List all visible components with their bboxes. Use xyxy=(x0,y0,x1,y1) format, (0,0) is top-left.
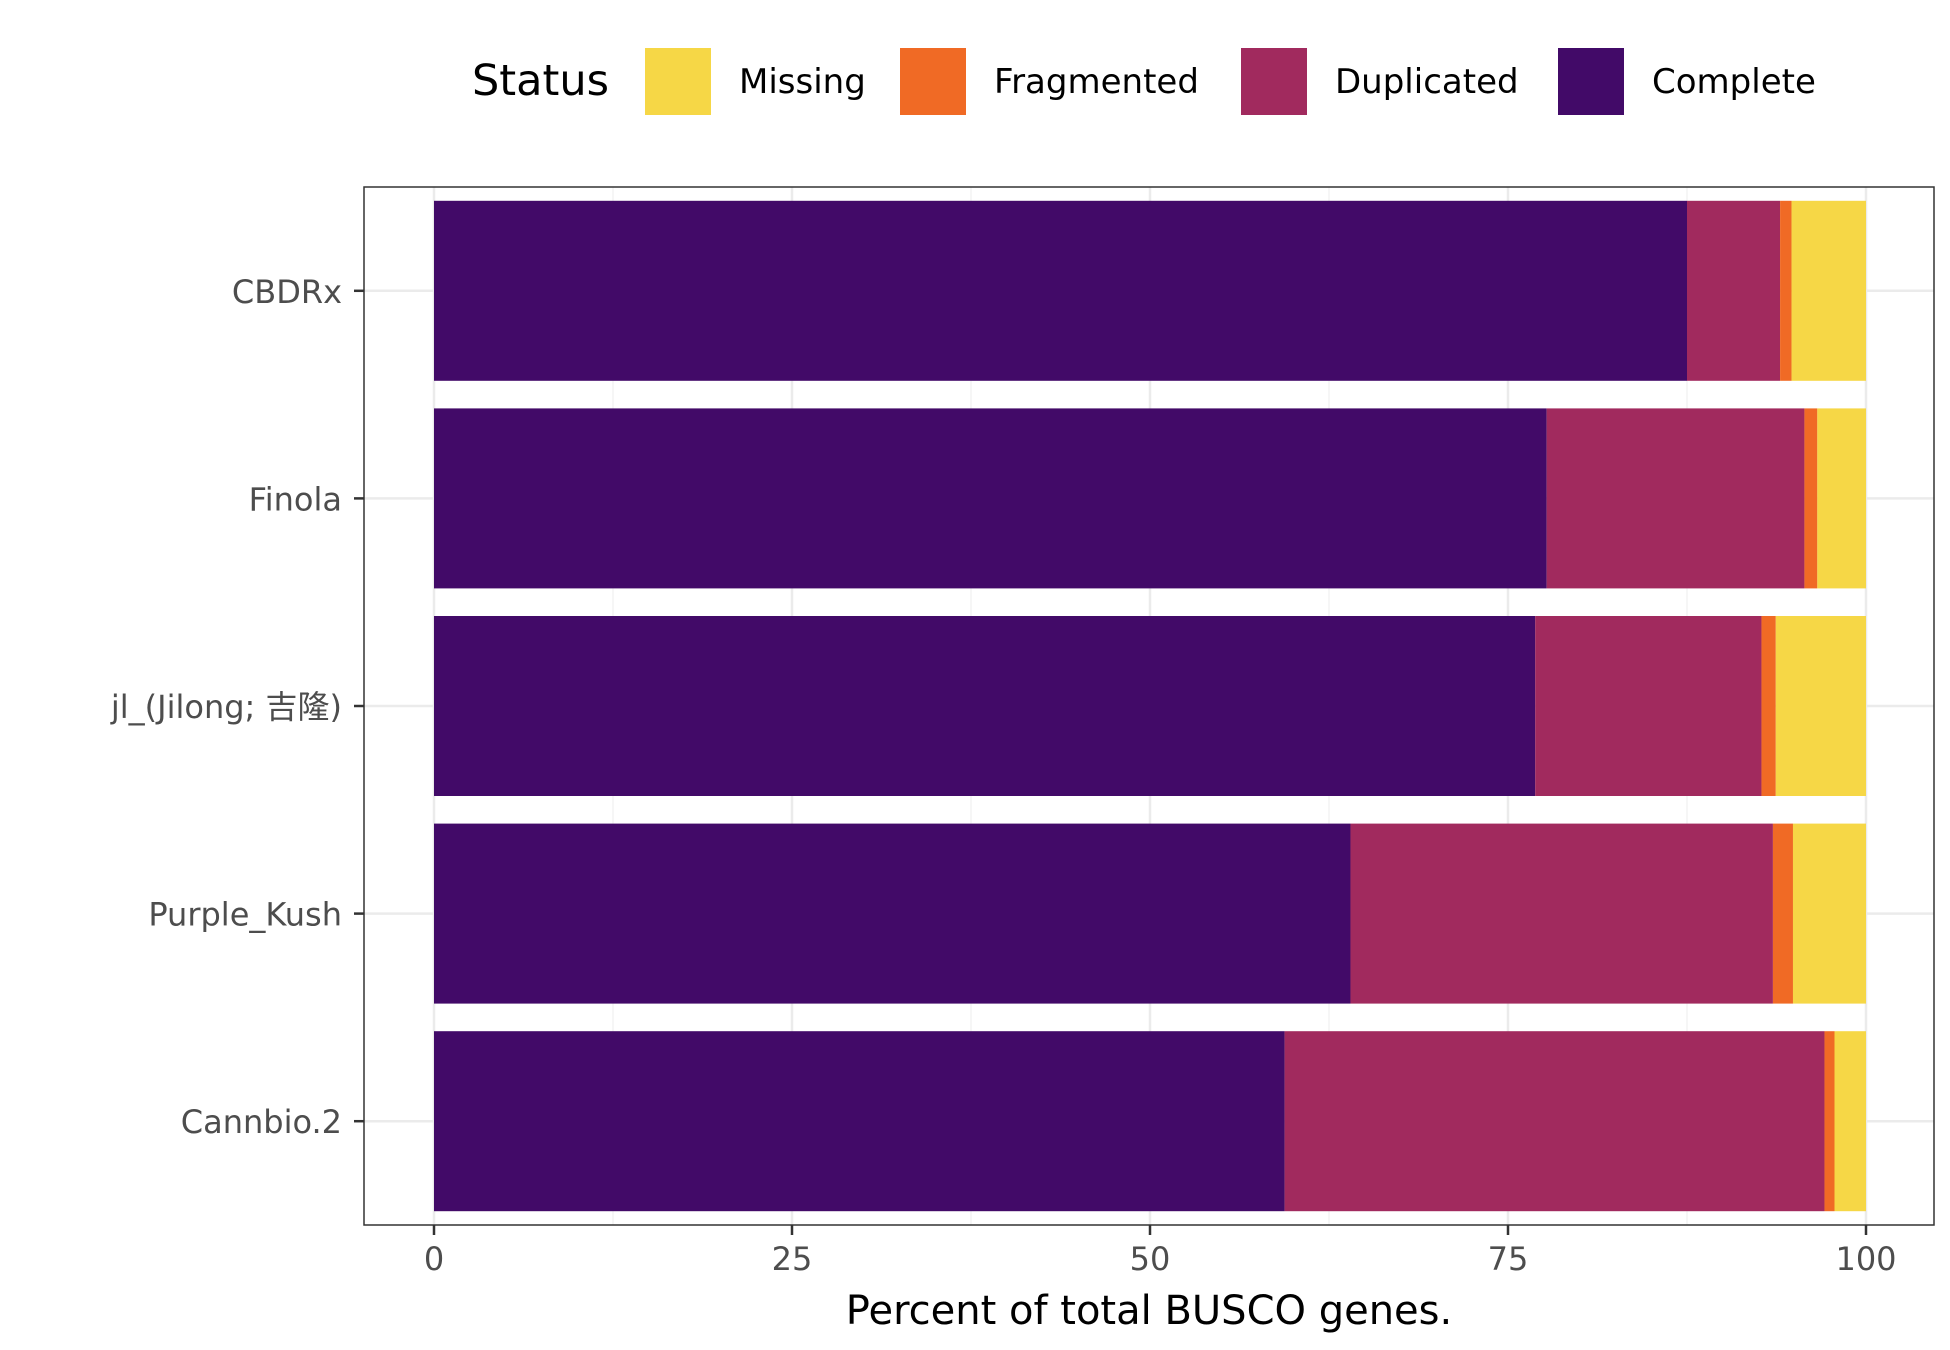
bar-segment-fragmented xyxy=(1761,616,1776,796)
bar-segment-fragmented xyxy=(1804,408,1818,589)
x-tick-label: 0 xyxy=(424,1240,444,1278)
y-axis: CBDRx Finola jl_(Jilong; 吉隆) Purple_Kush Can… xyxy=(110,273,364,1141)
bar-segment-fragmented xyxy=(1780,200,1792,381)
legend-label-duplicated: Duplicated xyxy=(1335,62,1519,102)
y-tick-label: Finola xyxy=(249,480,342,518)
bar-segment-missing xyxy=(1834,1031,1866,1212)
bar-segment-missing xyxy=(1791,200,1866,381)
legend: Status Missing Fragmented Duplicated Comple… xyxy=(472,48,1816,115)
bar-segment-missing xyxy=(1792,823,1866,1004)
bar-segment-fragmented xyxy=(1772,823,1793,1004)
x-axis: 0 25 50 75 100 xyxy=(424,1225,1897,1278)
legend-key-duplicated xyxy=(1241,48,1307,115)
y-tick-label: Cannbio.2 xyxy=(181,1103,342,1141)
x-tick-label: 75 xyxy=(1488,1240,1529,1278)
bar-segment-duplicated xyxy=(1350,823,1773,1004)
legend-label-complete: Complete xyxy=(1652,62,1816,102)
x-tick-label: 25 xyxy=(772,1240,813,1278)
bar-segment-missing xyxy=(1775,616,1866,796)
legend-key-fragmented xyxy=(900,48,966,115)
legend-key-complete xyxy=(1558,48,1624,115)
y-tick-label: Purple_Kush xyxy=(148,896,342,934)
bar-segment-duplicated xyxy=(1284,1031,1825,1212)
bar-segment-missing xyxy=(1817,408,1866,589)
bar-segment-duplicated xyxy=(1687,200,1781,381)
bars xyxy=(434,200,1866,1212)
legend-title: Status xyxy=(472,56,609,106)
y-tick-label: CBDRx xyxy=(232,273,342,311)
x-tick-label: 100 xyxy=(1835,1240,1896,1278)
bar-segment-complete xyxy=(434,200,1687,381)
bar-segment-complete xyxy=(434,1031,1285,1212)
bar-segment-complete xyxy=(434,616,1536,796)
legend-label-fragmented: Fragmented xyxy=(994,62,1199,102)
bar-segment-complete xyxy=(434,823,1351,1004)
bar-segment-duplicated xyxy=(1535,616,1762,796)
y-tick-label: jl_(Jilong; 吉隆) xyxy=(110,688,342,726)
legend-label-missing: Missing xyxy=(739,62,866,102)
bar-segment-duplicated xyxy=(1546,408,1805,589)
legend-key-missing xyxy=(645,48,711,115)
bar-segment-fragmented xyxy=(1824,1031,1835,1212)
x-axis-title: Percent of total BUSCO genes. xyxy=(846,1288,1452,1334)
bar-segment-complete xyxy=(434,408,1547,589)
x-tick-label: 50 xyxy=(1130,1240,1171,1278)
